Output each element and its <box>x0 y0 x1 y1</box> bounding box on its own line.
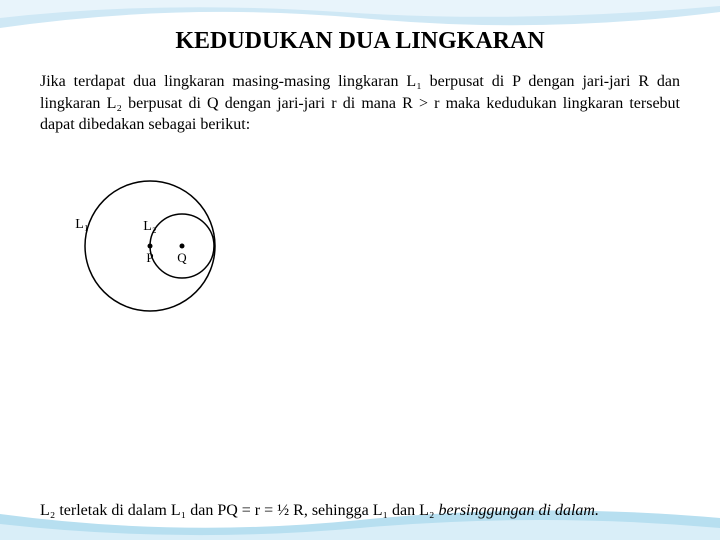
footer-prefix: L₂ terletak di dalam L₁ dan PQ = r = ½ R… <box>40 502 439 519</box>
label-P: P <box>146 250 153 265</box>
footer-italic: bersinggungan di dalam. <box>439 502 599 519</box>
circles-diagram: L₁ L₂ P Q <box>50 166 250 326</box>
slide-content: KEDUDUKAN DUA LINGKARAN Jika terdapat du… <box>0 0 720 540</box>
label-Q: Q <box>177 250 187 265</box>
point-P-dot <box>148 243 153 248</box>
point-Q-dot <box>180 243 185 248</box>
slide-title: KEDUDUKAN DUA LINGKARAN <box>40 28 680 55</box>
label-L1: L₁ <box>75 217 88 232</box>
body-paragraph: Jika terdapat dua lingkaran masing-masin… <box>40 71 680 136</box>
footer-caption: L₂ terletak di dalam L₁ dan PQ = r = ½ R… <box>40 501 680 522</box>
label-L2: L₂ <box>143 219 157 234</box>
